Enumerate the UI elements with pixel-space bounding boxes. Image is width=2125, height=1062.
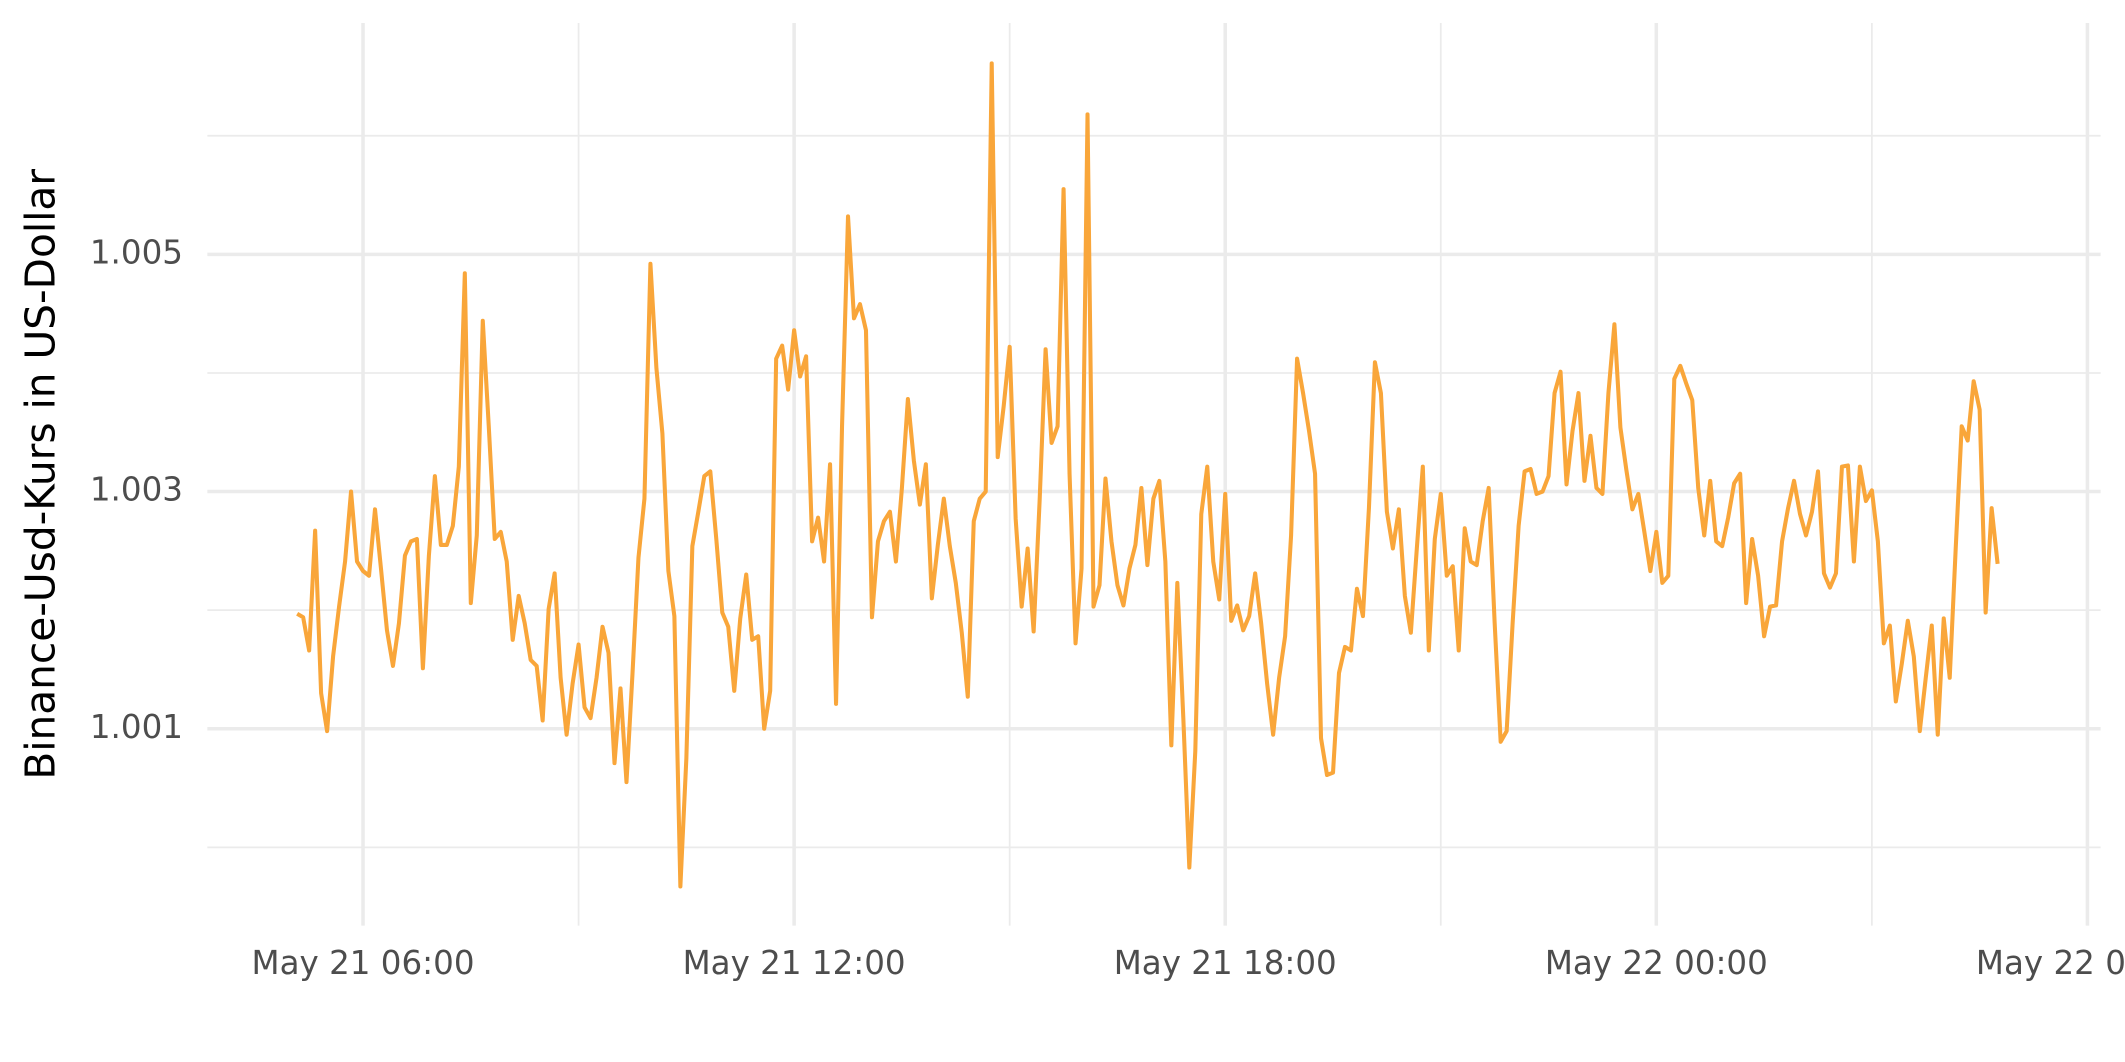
x-tick-label: May 21 12:00: [683, 944, 906, 982]
line: [296, 61, 2000, 889]
x-tick-label: May 21 18:00: [1114, 944, 1337, 982]
grid: [207, 23, 2101, 926]
x-tick-label: May 22 06:00: [1976, 944, 2125, 982]
x-tick-label: May 21 06:00: [252, 944, 475, 982]
y-tick-label: 1.001: [90, 708, 183, 746]
y-tick-label: 1.003: [90, 471, 183, 509]
plot: [296, 61, 2000, 889]
y-axis-title: Binance-Usd-Kurs in US-Dollar: [16, 169, 64, 780]
x-tick-label: May 22 00:00: [1545, 944, 1768, 982]
y-tick-label: 1.005: [90, 233, 183, 271]
